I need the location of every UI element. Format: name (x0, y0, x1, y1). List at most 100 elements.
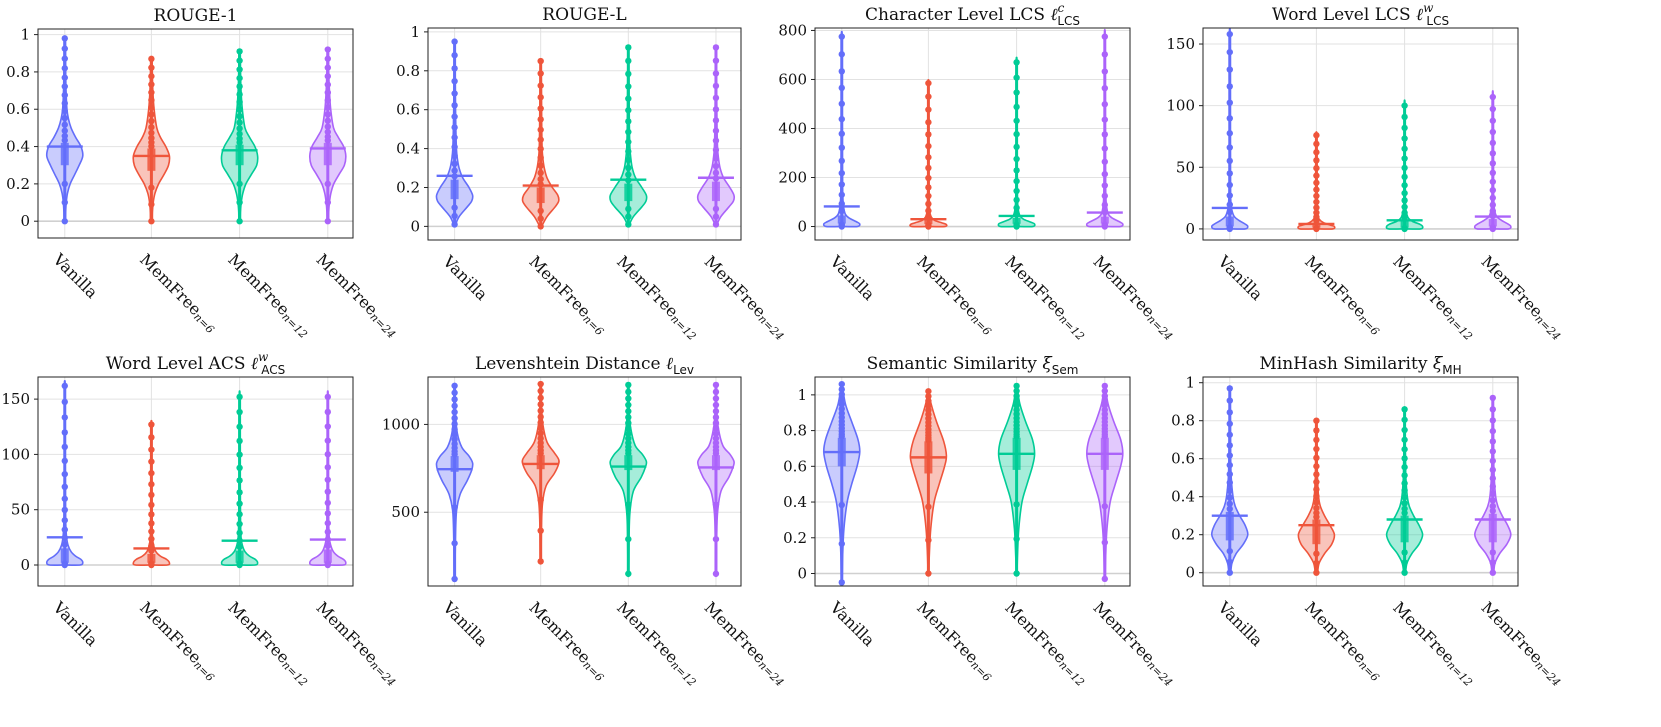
title-symbol: ℓ (666, 354, 673, 374)
outlier-point (537, 435, 544, 442)
violin-body (45, 36, 84, 223)
y-tick-label: 600 (778, 70, 807, 88)
y-tick-label: 0 (1185, 220, 1195, 238)
outlier-point (148, 184, 155, 191)
category-name: MemFree (136, 250, 205, 319)
violin-body (609, 382, 648, 578)
category-label: MemFreen=12 (612, 252, 703, 343)
outlier-point (324, 123, 331, 130)
category-label: Vanilla (1214, 251, 1267, 304)
outlier-point (1013, 406, 1020, 414)
category-name: MemFree (1089, 598, 1158, 667)
y-tick-label: 200 (778, 169, 807, 187)
category-name: MemFree (913, 598, 982, 667)
title-subscript: Lev (673, 363, 694, 377)
category-name: Vanilla (439, 597, 492, 650)
outlier-point (61, 180, 68, 188)
category-subscript: n=24 (756, 312, 787, 343)
violin-vanilla (822, 380, 861, 586)
outlier-point (1401, 500, 1408, 507)
iqr-box (450, 456, 459, 472)
outlier-point (537, 162, 544, 169)
category-subscript: n=12 (668, 658, 699, 689)
category-label: MemFreen=24 (312, 598, 403, 689)
category-name: MemFree (701, 252, 770, 321)
category-name: Vanilla (49, 597, 102, 650)
violin-body (696, 44, 736, 226)
category-name: MemFree (224, 250, 293, 319)
category-subscript: n=24 (1144, 658, 1175, 689)
outlier-point (148, 129, 155, 137)
violin-body (1297, 131, 1336, 230)
y-tick-label: 1 (20, 26, 30, 44)
iqr-box (711, 455, 720, 471)
y-tick-label: 0.6 (1171, 450, 1195, 468)
y-tick-label: 0.8 (396, 62, 420, 80)
panel-8: 0 0.2 0.4 0.6 0.8 1 MinHash Similarity ξMH Vani… (1171, 354, 1563, 689)
category-name: Vanilla (49, 249, 102, 302)
panel-title: Character Level LCS ℓc LCS (865, 1, 1080, 28)
violin-body (1210, 28, 1249, 230)
outlier-point (324, 133, 331, 140)
outlier-point (625, 213, 632, 220)
plot-frame (1202, 27, 1519, 241)
outlier-point (625, 171, 632, 178)
title-symbol: ℓ (1416, 5, 1423, 25)
y-tick-label: 0.8 (6, 63, 30, 81)
outlier-point (236, 135, 243, 142)
category-subscript: n=12 (1056, 658, 1087, 689)
outlier-point (1401, 549, 1408, 556)
violin-vanilla (1210, 385, 1249, 576)
y-tick-label: 0 (410, 217, 420, 235)
outlier-point (712, 439, 720, 447)
outlier-point (236, 119, 243, 126)
category-name: Vanilla (1214, 597, 1267, 650)
iqr-box (147, 553, 156, 563)
y-tick-label: 1 (410, 23, 420, 41)
outlier-point (1401, 505, 1408, 512)
category-name: MemFree (1389, 598, 1458, 667)
plot-frame (37, 28, 354, 239)
violin-body (132, 57, 171, 223)
iqr-box (711, 181, 720, 202)
category-name: MemFree (1477, 252, 1546, 321)
outlier-point (838, 501, 845, 509)
iqr-box (1225, 511, 1234, 541)
iqr-box (323, 549, 332, 563)
title-superscript: w (258, 350, 269, 364)
category-subscript: n=12 (279, 310, 310, 341)
panel-title: Word Level LCS ℓw LCS (1272, 1, 1449, 28)
outlier-point (1226, 547, 1233, 555)
plot-frame (814, 376, 1131, 587)
iqr-box (1012, 217, 1021, 224)
outlier-point (712, 435, 720, 442)
outlier-point (61, 541, 68, 548)
outlier-point (236, 543, 243, 550)
violin-memfree-n-6 (132, 55, 171, 225)
y-tick-label: 0 (20, 212, 30, 230)
y-tick-label: 0.6 (783, 457, 807, 475)
title-subscript: Sem (1052, 363, 1079, 377)
category-label: MemFreen=24 (700, 598, 791, 689)
category-label: MemFreen=12 (224, 598, 315, 689)
panel-title: ROUGE-L (542, 5, 626, 25)
violin-body (1385, 99, 1424, 230)
iqr-box (450, 179, 459, 200)
title-superscript: c (1058, 1, 1065, 15)
outlier-point (451, 160, 458, 167)
outlier-point (1313, 504, 1320, 512)
panel-title: Semantic Similarity ξSem (867, 354, 1079, 377)
outlier-point (1101, 503, 1109, 510)
outlier-point (712, 169, 720, 177)
violin-body (1297, 418, 1336, 575)
outlier-point (236, 106, 243, 113)
violin-body (521, 381, 560, 565)
plot-frame (37, 376, 354, 587)
iqr-box (1488, 513, 1497, 543)
violin-body (997, 56, 1036, 228)
violin-memfree-n-24 (696, 44, 736, 228)
violin-body (909, 79, 948, 228)
outlier-point (236, 113, 243, 120)
title-symbol: ξ (1433, 354, 1444, 374)
